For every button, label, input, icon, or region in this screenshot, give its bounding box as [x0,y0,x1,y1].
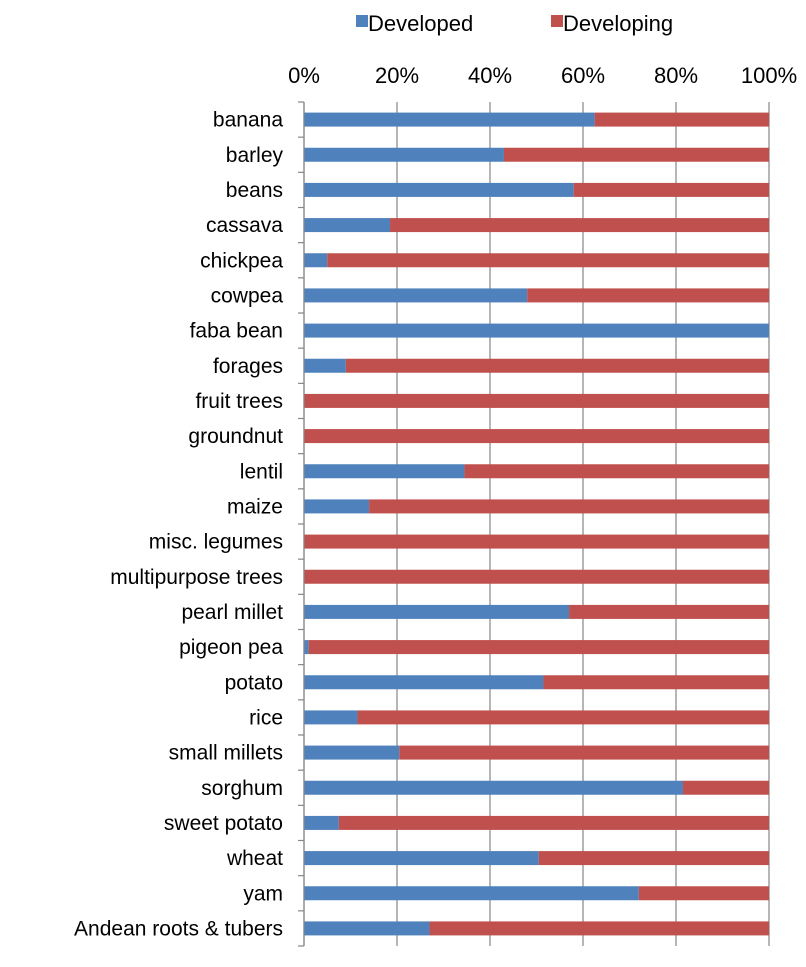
bar-developed [304,745,400,760]
bar-developing [338,815,769,830]
category-label: faba bean [190,320,283,343]
bar-developed [304,218,391,233]
bar-developing [304,569,769,584]
x-axis-tick-labels: 0% 20% 40% 60% 80% 100% [288,63,797,88]
bar-developed [304,815,339,830]
bar-developed [304,780,683,795]
category-label: beans [226,179,283,202]
category-label: multipurpose trees [110,566,283,589]
bar-developed [304,851,539,866]
category-label: misc. legumes [149,531,283,554]
bar-developed [304,710,358,725]
category-label: lentil [240,460,283,483]
bar-developed [304,112,595,127]
bar-developing [304,393,769,408]
bar-developed [304,921,430,936]
bar-developing [308,640,769,655]
category-label: maize [227,495,283,518]
bar-developing [538,851,769,866]
bars [304,112,769,936]
bar-developed [304,604,570,619]
bar-developed [304,640,309,655]
bar-developing [304,429,769,444]
y-axis [298,101,305,947]
category-label: fruit trees [195,390,283,413]
category-label: groundnut [188,425,283,448]
legend-label-developing: Developing [563,11,673,36]
bar-developed [304,358,346,373]
x-tick-label: 40% [468,63,512,88]
bar-developing [327,253,769,268]
category-label: pearl millet [181,601,283,624]
x-tick-label: 100% [741,63,797,88]
bar-developing [682,780,769,795]
x-tick-label: 0% [288,63,320,88]
legend-swatch-developing [551,15,563,27]
bar-developed [304,499,370,514]
bar-developed [304,253,328,268]
category-label: barley [226,144,284,167]
bar-developed [304,288,528,303]
category-label: wheat [226,847,283,870]
category-label: cassava [206,214,283,237]
category-label: sweet potato [164,812,283,835]
bar-developed [304,464,465,479]
bar-developing [594,112,769,127]
bar-developing [390,218,769,233]
bar-developing [399,745,769,760]
bar-developed [304,323,769,338]
category-label: sorghum [201,777,283,800]
category-label: forages [213,355,283,378]
category-label: small millets [169,742,283,765]
category-label: pigeon pea [179,636,283,659]
legend-swatch-developed [356,15,368,27]
category-label: potato [225,671,283,694]
bar-developing [345,358,769,373]
bar-developing [527,288,769,303]
bar-developing [503,147,769,162]
legend-label-developed: Developed [368,11,473,36]
bar-developed [304,147,504,162]
category-label: yam [243,882,283,905]
bar-developing [304,534,769,549]
bar-developing [569,604,769,619]
category-labels: banana barley beans cassava chickpea cowpea fa… [74,109,283,941]
bar-developed [304,675,544,690]
category-label: banana [213,109,283,132]
category-label: chickpea [200,249,283,272]
bar-developing [464,464,769,479]
bar-developed [304,886,639,901]
bar-developing [573,182,769,197]
x-tick-label: 60% [561,63,605,88]
bar-developing [357,710,769,725]
category-label: rice [249,706,283,729]
legend: Developed Developing [356,11,673,36]
bar-developing [369,499,769,514]
category-label: cowpea [211,284,284,307]
bar-developing [429,921,769,936]
category-label: Andean roots & tubers [74,917,283,940]
x-tick-label: 80% [654,63,698,88]
bar-developed [304,182,574,197]
bar-developing [543,675,769,690]
bar-developing [638,886,769,901]
x-tick-label: 20% [375,63,419,88]
